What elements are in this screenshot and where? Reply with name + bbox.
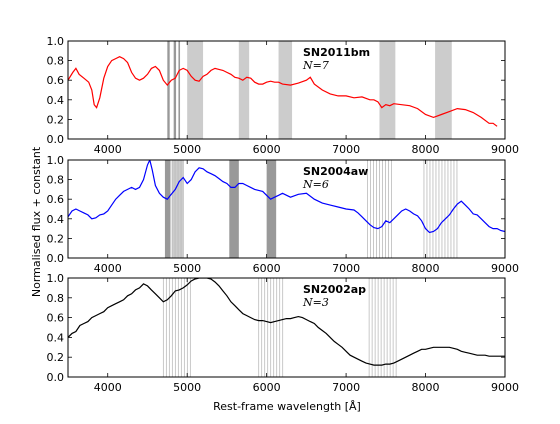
y-tick-label: 0.8 — [47, 55, 65, 68]
band — [266, 160, 277, 258]
band — [173, 41, 177, 139]
series-name: SN2011bm — [303, 46, 370, 59]
spectrum-line-SN2002ap — [68, 278, 505, 366]
x-tick-label: 7000 — [332, 143, 360, 156]
y-tick-label: 0.2 — [47, 232, 65, 245]
y-tick-label: 0.8 — [47, 292, 65, 305]
band — [379, 41, 396, 139]
y-tick-label: 0.0 — [47, 252, 65, 265]
y-tick-label: 0.2 — [47, 113, 65, 126]
series-name: SN2004aw — [303, 165, 368, 178]
band — [187, 41, 204, 139]
y-tick-label: 1.0 — [47, 35, 65, 48]
y-tick-label: 0.0 — [47, 133, 65, 146]
x-tick-label: 5000 — [173, 262, 201, 275]
y-tick-label: 0.6 — [47, 74, 65, 87]
hatched-band — [171, 160, 182, 258]
hatched-band — [368, 278, 397, 377]
x-tick-label: 6000 — [253, 143, 281, 156]
y-axis-label: Normalised flux + constant — [30, 146, 43, 297]
band — [229, 160, 239, 258]
x-tick-label: 4000 — [94, 381, 122, 394]
x-tick-label: 9000 — [491, 262, 519, 275]
band — [178, 41, 181, 139]
band — [435, 41, 452, 139]
x-axis-label: Rest-frame wavelength [Å] — [213, 400, 361, 413]
y-tick-label: 0.6 — [47, 193, 65, 206]
x-tick-label: 9000 — [491, 381, 519, 394]
x-tick-label: 5000 — [173, 143, 201, 156]
band — [164, 160, 171, 258]
hatched-band — [367, 160, 392, 258]
n-label: N=6 — [302, 178, 329, 191]
panel-frame — [67, 40, 506, 140]
y-tick-label: 1.0 — [47, 154, 65, 167]
band — [278, 41, 293, 139]
x-tick-label: 6000 — [253, 381, 281, 394]
n-label: N=7 — [302, 59, 329, 72]
y-tick-label: 0.8 — [47, 174, 65, 187]
x-tick-label: 4000 — [94, 143, 122, 156]
y-tick-label: 0.4 — [47, 94, 65, 107]
x-tick-label: 8000 — [412, 143, 440, 156]
n-label: N=3 — [302, 296, 329, 309]
panel-frame — [67, 277, 506, 378]
band — [167, 41, 170, 139]
spectrum-line-SN2011bm — [68, 56, 498, 127]
x-tick-label: 6000 — [253, 262, 281, 275]
hatched-band — [258, 278, 284, 377]
x-tick-label: 5000 — [173, 381, 201, 394]
x-tick-label: 9000 — [491, 143, 519, 156]
panel-1: 0.0 0.2 0.4 0.6 0.8 1.0 4000 5000 6000 7000 8000 90… — [47, 154, 520, 275]
spectrum-line-SN2004aw — [68, 160, 505, 234]
band — [238, 41, 250, 139]
panel-frame — [67, 159, 506, 259]
y-tick-label: 0.4 — [47, 213, 65, 226]
hatched-band — [162, 278, 191, 377]
hatched-band — [423, 160, 458, 258]
y-tick-label: 0.2 — [47, 351, 65, 364]
series-name: SN2002ap — [303, 283, 366, 296]
x-tick-label: 8000 — [412, 381, 440, 394]
x-tick-label: 4000 — [94, 262, 122, 275]
y-tick-label: 0.0 — [47, 371, 65, 384]
x-tick-label: 8000 — [412, 262, 440, 275]
panel-0: 0.0 0.2 0.4 0.6 0.8 1.0 4000 5000 6000 7000 8000 90… — [47, 35, 520, 156]
x-tick-label: 7000 — [332, 262, 360, 275]
y-tick-label: 1.0 — [47, 272, 65, 285]
panel-2: 0.0 0.2 0.4 0.6 0.8 1.0 4000 5000 6000 7000 8000 90… — [47, 272, 520, 394]
x-tick-label: 7000 — [332, 381, 360, 394]
y-tick-label: 0.4 — [47, 331, 65, 344]
y-tick-label: 0.6 — [47, 312, 65, 325]
